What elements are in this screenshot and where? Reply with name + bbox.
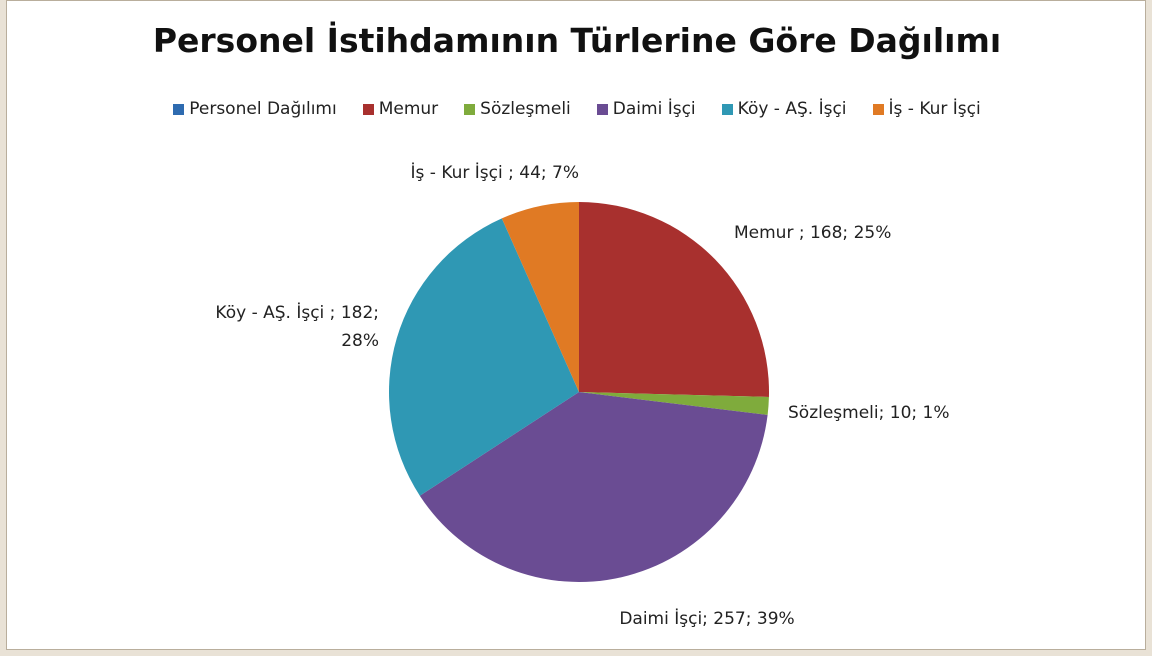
- legend-label: İş - Kur İşçi: [888, 99, 981, 119]
- legend-swatch: [872, 103, 884, 115]
- legend-item: Köy - AŞ. İşçi: [721, 99, 847, 119]
- legend-label: Sözleşmeli: [480, 99, 571, 119]
- pie-slice: [388, 218, 579, 496]
- legend-swatch: [464, 103, 476, 115]
- legend-item: İş - Kur İşçi: [872, 99, 981, 119]
- legend-swatch: [362, 103, 374, 115]
- legend-swatch: [721, 103, 733, 115]
- chart: Personel İstihdamının Türlerine Göre Dağ…: [6, 0, 1146, 650]
- data-label: Daimi İşçi; 257; 39%: [619, 609, 795, 629]
- pie-slice: [579, 202, 769, 397]
- legend-label: Daimi İşçi: [612, 99, 696, 119]
- legend-label: Memur: [378, 99, 439, 119]
- legend-label: Personel Dağılımı: [189, 99, 337, 119]
- pie-slice: [501, 202, 579, 392]
- data-label: İş - Kur İşçi ; 44; 7%: [410, 163, 580, 183]
- legend-item: Personel Dağılımı: [173, 99, 337, 119]
- data-label: Memur ; 168; 25%: [734, 223, 892, 243]
- legend-item: Daimi İşçi: [596, 99, 696, 119]
- pie-slice: [419, 392, 768, 583]
- pie: [388, 202, 769, 583]
- data-label: Köy - AŞ. İşçi ; 182; 28%: [215, 303, 379, 351]
- legend-label: Köy - AŞ. İşçi: [737, 99, 847, 119]
- legend-swatch: [596, 103, 608, 115]
- chart-title: Personel İstihdamının Türlerine Göre Dağ…: [152, 21, 1002, 60]
- legend: Personel Dağılımı Memur Sözleşmeli Daimi İş…: [7, 99, 1147, 119]
- pie-slice: [579, 392, 769, 415]
- legend-swatch: [173, 103, 185, 115]
- legend-item: Memur: [362, 99, 439, 119]
- data-label: Sözleşmeli; 10; 1%: [788, 403, 950, 423]
- legend-item: Sözleşmeli: [464, 99, 571, 119]
